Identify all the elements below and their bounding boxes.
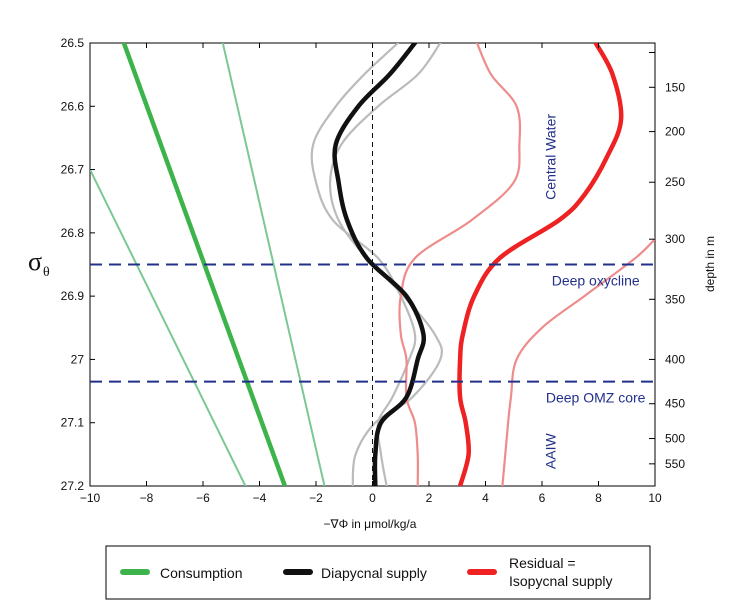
region-label-central-water: Central Water bbox=[543, 114, 559, 200]
x-tick-label-8: 6 bbox=[539, 491, 546, 505]
y-tick-label-1: 26.6 bbox=[61, 99, 85, 113]
legend-swatch-diapycnal bbox=[283, 569, 313, 575]
depth-tick-label-6: 450 bbox=[665, 397, 685, 411]
legend-label-consumption: Consumption bbox=[160, 565, 243, 581]
series-line-diapycnal-supply-bound-3 bbox=[310, 43, 417, 486]
region-labels: Central Water Deep oxycline Deep OMZ core A… bbox=[543, 114, 646, 469]
series-line-consumption-bound-1 bbox=[221, 43, 326, 486]
depth-tick-label-0: 150 bbox=[665, 80, 685, 94]
legend-item-diapycnal: Diapycnal supply bbox=[283, 565, 427, 581]
x-tick-label-5: 0 bbox=[369, 491, 376, 505]
x-tick-label-1: −8 bbox=[140, 491, 154, 505]
y-tick-label-3: 26.8 bbox=[61, 226, 85, 240]
series-line-residual-bound-5 bbox=[501, 238, 655, 486]
legend-label-residual-line1: Residual = bbox=[509, 555, 576, 571]
axes: −10 −8 −6 −4 −2 0 2 4 6 8 10 26.5 26.6 26.7 26.8 26.9 27… bbox=[61, 36, 686, 505]
series-line-residual-bound-4 bbox=[398, 43, 522, 486]
x-tick-label-10: 10 bbox=[648, 491, 662, 505]
series-line-diapycnal-supply-7 bbox=[332, 43, 427, 486]
depth-tick-label-7: 500 bbox=[665, 432, 685, 446]
depth-tick-label-3: 300 bbox=[665, 232, 685, 246]
legend-swatch-residual bbox=[467, 569, 497, 575]
x-tick-label-4: −2 bbox=[309, 491, 323, 505]
reference-lines bbox=[90, 43, 655, 486]
legend-swatch-consumption bbox=[120, 569, 150, 575]
x-tick-label-6: 2 bbox=[426, 491, 433, 505]
region-label-deep-omz-core: Deep OMZ core bbox=[546, 389, 646, 405]
series-line-consumption-bound-0 bbox=[90, 168, 247, 486]
x-tick-label-9: 8 bbox=[595, 491, 602, 505]
y-tick-label-5: 27 bbox=[71, 352, 85, 366]
y-tick-label-2: 26.7 bbox=[61, 163, 85, 177]
region-label-deep-oxycline: Deep oxycline bbox=[552, 272, 640, 288]
legend-item-residual: Residual = Isopycnal supply bbox=[467, 555, 613, 589]
x-tick-label-3: −4 bbox=[253, 491, 267, 505]
depth-tick-label-2: 250 bbox=[665, 175, 685, 189]
y-tick-label-0: 26.5 bbox=[61, 36, 85, 50]
y-axis-label: σ bbox=[28, 247, 42, 276]
x-tick-label-7: 4 bbox=[482, 491, 489, 505]
region-label-aaiw: AAIW bbox=[543, 433, 559, 470]
legend: Consumption Diapycnal supply Residual = … bbox=[105, 545, 651, 600]
y-tick-label-4: 26.9 bbox=[61, 289, 85, 303]
x-tick-label-0: −10 bbox=[80, 491, 101, 505]
legend-label-residual-line2: Isopycnal supply bbox=[509, 573, 613, 589]
depth-tick-label-4: 350 bbox=[665, 292, 685, 306]
depth-tick-label-5: 400 bbox=[665, 352, 685, 366]
right-axis-label: depth in m bbox=[703, 236, 717, 292]
x-axis-label: −∇Φ in μmol/kg/a bbox=[324, 517, 417, 531]
depth-tick-label-8: 550 bbox=[665, 457, 685, 471]
depth-tick-label-1: 200 bbox=[665, 125, 685, 139]
legend-label-diapycnal: Diapycnal supply bbox=[321, 565, 427, 581]
y-tick-label-6: 27.1 bbox=[61, 416, 85, 430]
y-axis-label-subscript: θ bbox=[43, 265, 50, 280]
series-line-residual-isopycnal-supply-8 bbox=[457, 43, 624, 486]
x-tick-label-2: −6 bbox=[196, 491, 210, 505]
series-group bbox=[90, 43, 655, 486]
y-tick-label-7: 27.2 bbox=[61, 479, 85, 493]
legend-box bbox=[105, 545, 651, 600]
legend-item-consumption: Consumption bbox=[120, 565, 243, 581]
